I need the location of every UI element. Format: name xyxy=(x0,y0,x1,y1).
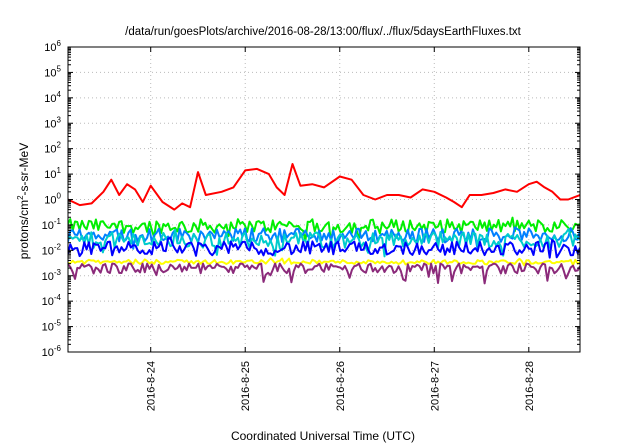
series-line xyxy=(68,257,580,267)
x-tick-label: 2016-8-25 xyxy=(240,361,252,411)
y-axis-label: protons/cm2-s-sr-MeV xyxy=(16,143,31,259)
series-line xyxy=(68,163,580,211)
y-tick-label: 103 xyxy=(44,115,61,130)
x-axis-label: Coordinated Universal Time (UTC) xyxy=(231,429,415,443)
x-tick-label: 2016-8-26 xyxy=(335,361,347,411)
y-tick-label: 105 xyxy=(44,64,61,79)
chart-title: /data/run/goesPlots/archive/2016-08-28/1… xyxy=(125,26,521,38)
y-tick-label: 10-2 xyxy=(42,242,62,257)
y-tick-label: 104 xyxy=(44,90,61,105)
y-tick-label: 10-6 xyxy=(42,344,62,359)
y-tick-label: 100 xyxy=(44,192,61,207)
x-tick-label: 2016-8-28 xyxy=(524,361,536,411)
y-axis-ticks: 10-6 10-5 10-4 10-3 10-2 10-1 100 101 102 103 104 1… xyxy=(42,39,580,359)
y-tick-label: 10-3 xyxy=(42,268,62,283)
y-tick-label: 10-4 xyxy=(42,293,62,308)
y-tick-label: 101 xyxy=(44,166,61,181)
x-tick-label: 2016-8-27 xyxy=(429,361,441,411)
series-line xyxy=(68,236,580,259)
y-tick-label: 102 xyxy=(44,141,61,156)
y-tick-label: 106 xyxy=(44,39,61,54)
y-tick-label: 10-1 xyxy=(42,217,62,232)
x-axis-ticks: 2016-8-24 2016-8-25 2016-8-26 2016-8-27 2016… xyxy=(146,47,536,411)
series-line xyxy=(68,262,580,285)
series-group xyxy=(68,163,580,285)
x-tick-label: 2016-8-24 xyxy=(146,361,158,411)
y-tick-label: 10-5 xyxy=(42,319,62,334)
